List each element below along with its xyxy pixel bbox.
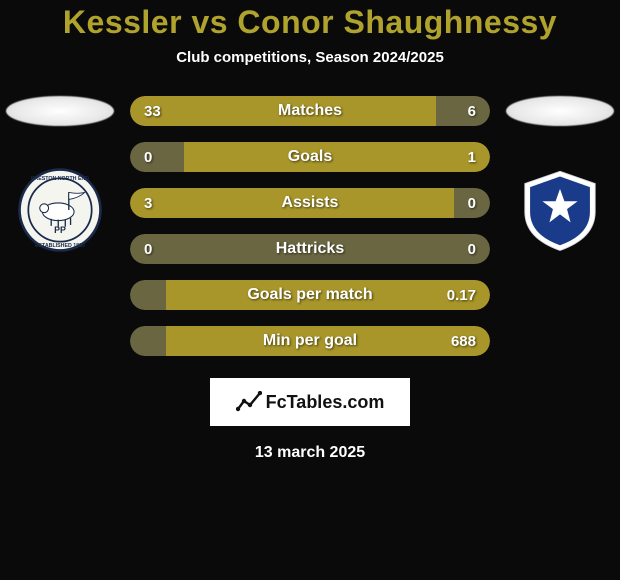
crest-left: PRESTON NORTH END ESTABLISHED 1880 PP — [10, 166, 110, 254]
stat-value-left: 33 — [144, 96, 161, 126]
stat-row: Assists3 0 — [130, 188, 490, 218]
svg-text:PRESTON NORTH END: PRESTON NORTH END — [31, 176, 89, 182]
stat-row: Matches33 6 — [130, 96, 490, 126]
stats-column: Matches336Goals01Assists30Hattricks00Goa… — [130, 96, 490, 356]
content-row: PRESTON NORTH END ESTABLISHED 1880 PP Ma… — [0, 96, 620, 356]
stat-label: Matches — [130, 96, 490, 126]
stat-label: Assists — [130, 188, 490, 218]
infographic-root: Kessler vs Conor Shaughnessy Club compet… — [0, 0, 620, 462]
stat-row: Hattricks0 0 — [130, 234, 490, 264]
right-side — [500, 96, 620, 254]
stat-row: Goals per match0.17 — [130, 280, 490, 310]
pod-icon — [6, 96, 114, 126]
stat-value-right: 1 — [468, 142, 476, 172]
svg-text:ESTABLISHED 1880: ESTABLISHED 1880 — [35, 243, 85, 249]
preston-crest-icon: PRESTON NORTH END ESTABLISHED 1880 PP — [10, 166, 110, 254]
stat-value-left: 0 — [144, 142, 152, 172]
stat-row: Goals0 1 — [130, 142, 490, 172]
fctables-logo-icon — [236, 391, 262, 413]
left-side: PRESTON NORTH END ESTABLISHED 1880 PP — [0, 96, 120, 254]
stat-value-right: 0 — [468, 234, 476, 264]
subtitle: Club competitions, Season 2024/2025 — [0, 49, 620, 66]
stat-label: Goals per match — [130, 280, 490, 310]
date-text: 13 march 2025 — [0, 444, 620, 462]
pod-icon — [506, 96, 614, 126]
stat-label: Min per goal — [130, 326, 490, 356]
stat-value-right: 6 — [468, 96, 476, 126]
branding-badge: FcTables.com — [210, 378, 410, 426]
stat-label: Hattricks — [130, 234, 490, 264]
stat-value-right: 0.17 — [447, 280, 476, 310]
stat-value-right: 688 — [451, 326, 476, 356]
stat-value-right: 0 — [468, 188, 476, 218]
branding-text: FcTables.com — [266, 392, 385, 413]
page-title: Kessler vs Conor Shaughnessy — [0, 4, 620, 41]
stat-row: Min per goal688 — [130, 326, 490, 356]
stat-label: Goals — [130, 142, 490, 172]
svg-text:PP: PP — [54, 225, 66, 235]
portsmouth-crest-icon — [510, 166, 610, 254]
crest-right — [510, 166, 610, 254]
stat-value-left: 0 — [144, 234, 152, 264]
stat-value-left: 3 — [144, 188, 152, 218]
